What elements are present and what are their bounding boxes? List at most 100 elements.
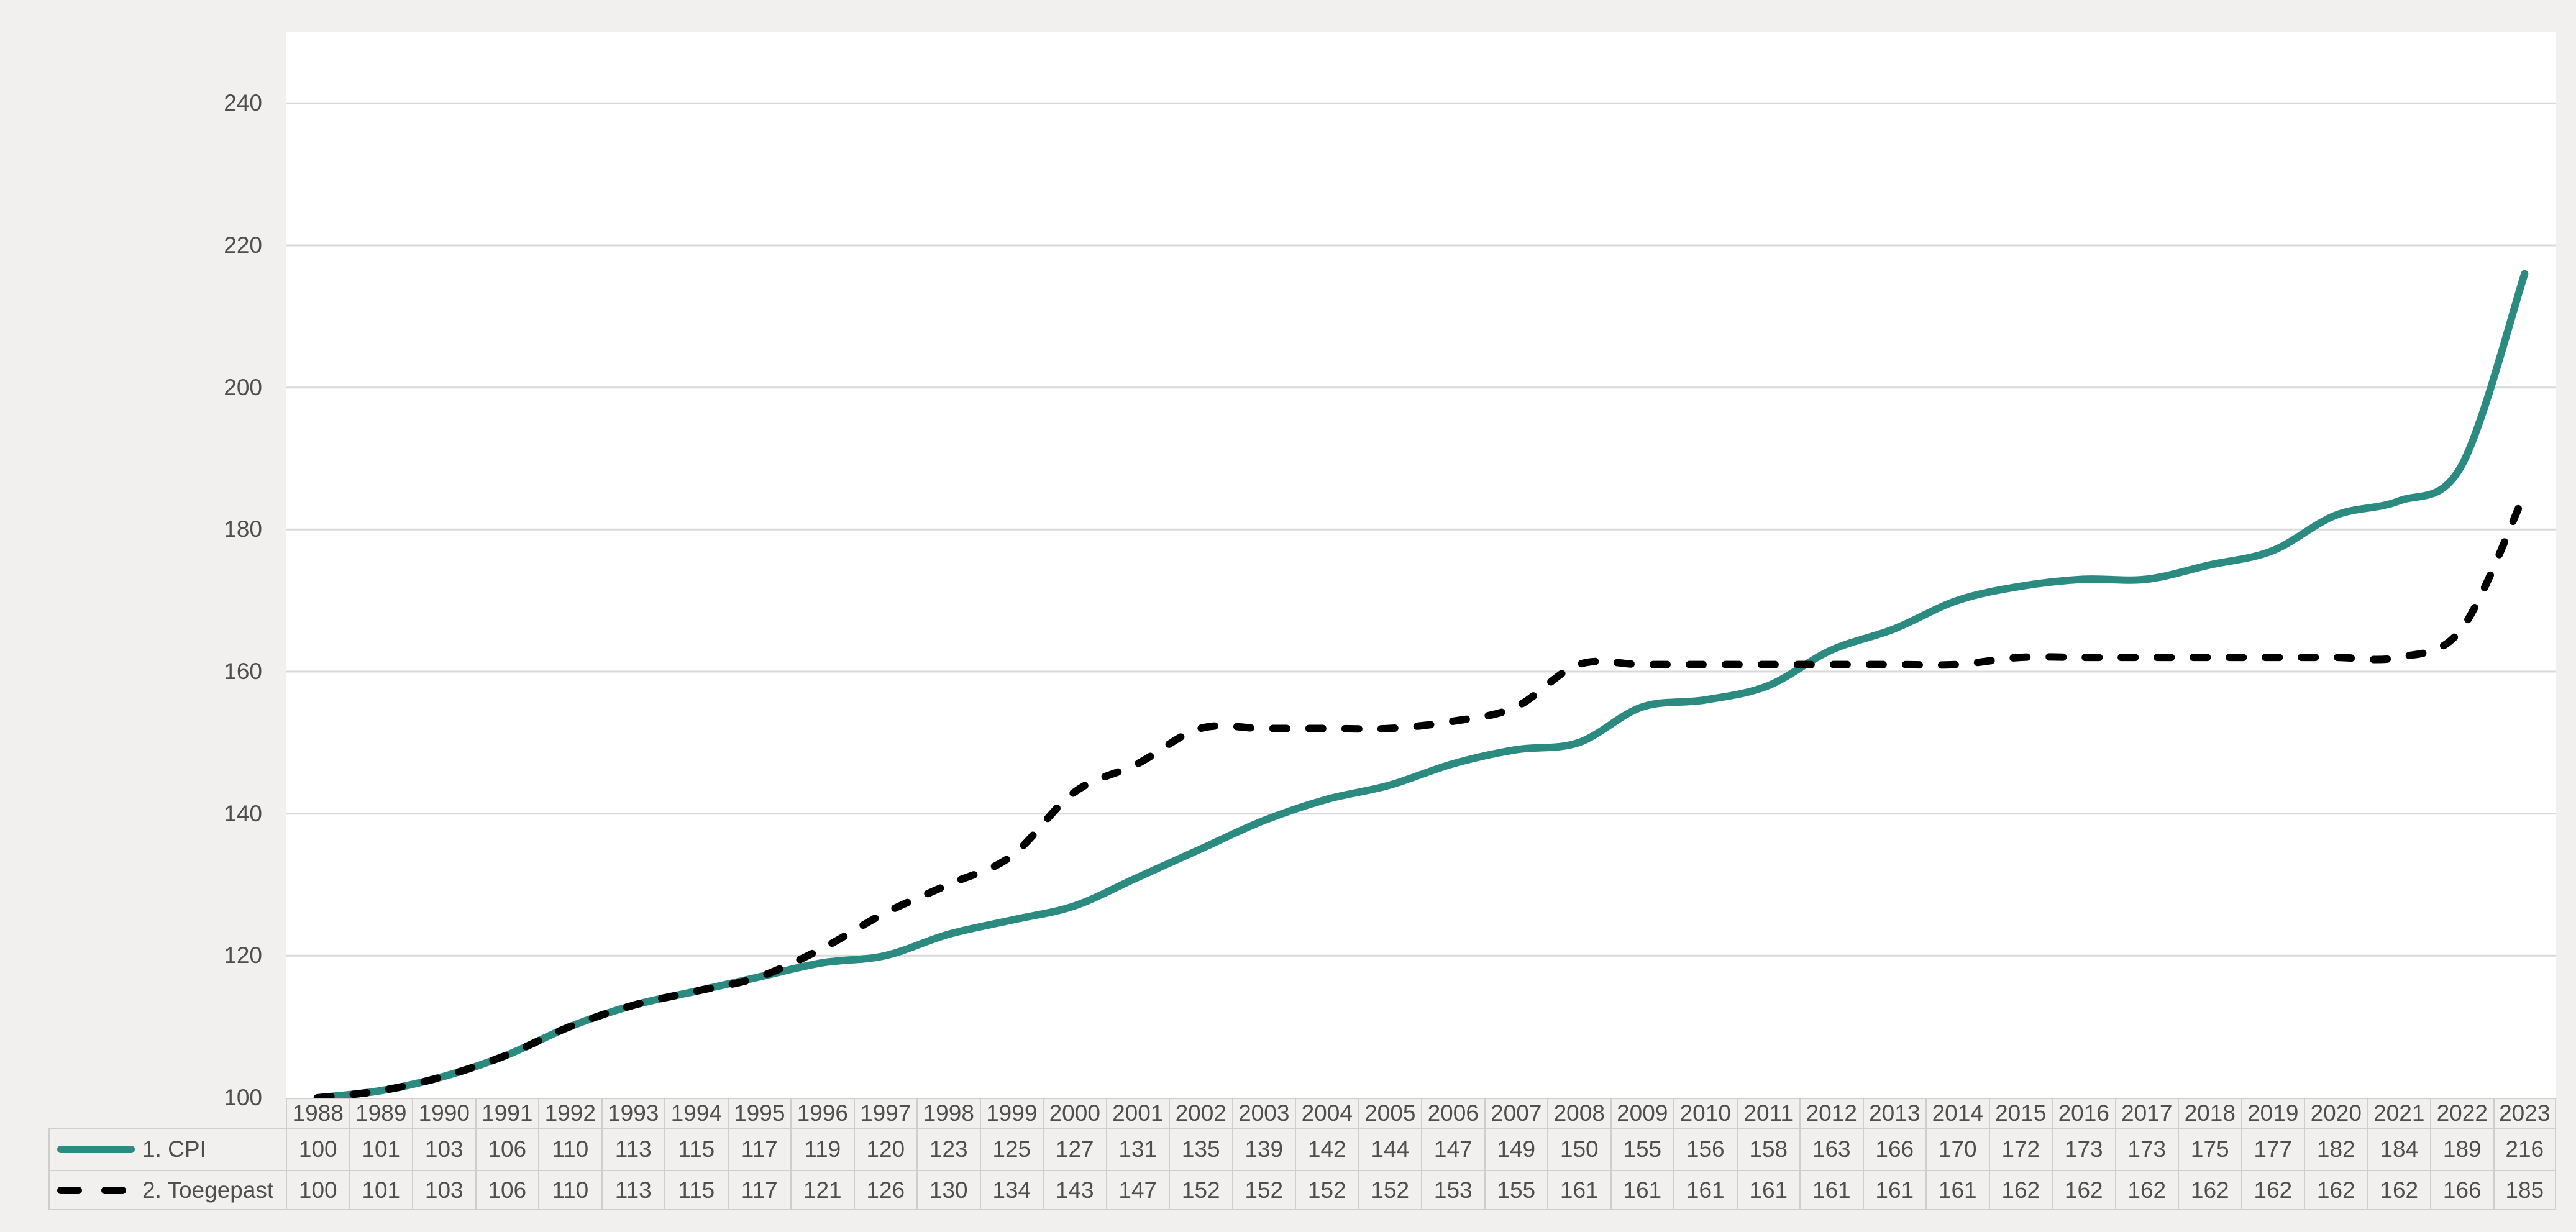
legend-label: 1. CPI bbox=[142, 1136, 206, 1162]
value-cell: 103 bbox=[412, 1171, 475, 1209]
value-cell: 189 bbox=[2430, 1129, 2493, 1170]
chart-plot-svg bbox=[286, 102, 2556, 1098]
value-cell: 149 bbox=[1484, 1129, 1548, 1170]
year-cell: 2000 bbox=[1043, 1099, 1106, 1128]
value-cell: 161 bbox=[1736, 1171, 1800, 1209]
y-axis-label: 240 bbox=[224, 90, 262, 116]
value-cell: 182 bbox=[2304, 1129, 2367, 1170]
value-cell: 162 bbox=[2304, 1171, 2367, 1209]
data-table-toegepast-row: 2. Toegepast 100 101 103 106 110 113 115 117 121 1… bbox=[48, 1170, 2556, 1210]
value-cell: 117 bbox=[727, 1171, 791, 1209]
legend-item-toegepast: 2. Toegepast bbox=[48, 1171, 286, 1209]
value-cell: 119 bbox=[790, 1129, 854, 1170]
value-cell: 156 bbox=[1673, 1129, 1737, 1170]
year-cell: 2015 bbox=[1988, 1099, 2052, 1128]
value-cell: 142 bbox=[1295, 1129, 1358, 1170]
value-cell: 115 bbox=[664, 1171, 728, 1209]
year-cell: 2019 bbox=[2240, 1099, 2304, 1128]
value-cell: 130 bbox=[916, 1171, 980, 1209]
value-cell: 150 bbox=[1547, 1129, 1610, 1170]
year-cell: 1997 bbox=[853, 1099, 917, 1128]
value-cell: 155 bbox=[1484, 1171, 1548, 1209]
value-cell: 161 bbox=[1673, 1171, 1737, 1209]
year-cell: 2023 bbox=[2493, 1099, 2556, 1128]
year-cell: 2010 bbox=[1673, 1099, 1737, 1128]
value-cell: 161 bbox=[1610, 1171, 1674, 1209]
value-cell: 113 bbox=[601, 1129, 665, 1170]
year-cell: 2020 bbox=[2304, 1099, 2367, 1128]
year-cell: 2011 bbox=[1736, 1099, 1800, 1128]
plot-area bbox=[286, 32, 2556, 1098]
value-cell: 185 bbox=[2493, 1171, 2556, 1209]
value-cell: 216 bbox=[2493, 1129, 2556, 1170]
year-cell: 2005 bbox=[1358, 1099, 1422, 1128]
toegepast-line bbox=[313, 490, 2529, 1098]
year-cell: 2018 bbox=[2178, 1099, 2241, 1128]
year-cell: 2003 bbox=[1231, 1099, 1295, 1128]
year-cell: 2001 bbox=[1105, 1099, 1169, 1128]
y-axis-label: 120 bbox=[224, 942, 262, 969]
value-cell: 147 bbox=[1105, 1171, 1169, 1209]
value-cell: 125 bbox=[979, 1129, 1043, 1170]
y-axis-label: 100 bbox=[224, 1085, 262, 1110]
year-cell: 2014 bbox=[1925, 1099, 1989, 1128]
year-cell: 1992 bbox=[538, 1099, 601, 1128]
data-table-cpi-row: 1. CPI 100 101 103 106 110 113 115 117 119 120 123 1… bbox=[48, 1128, 2556, 1170]
value-cell: 153 bbox=[1421, 1171, 1484, 1209]
value-cell: 162 bbox=[1988, 1171, 2052, 1209]
value-cell: 152 bbox=[1231, 1171, 1295, 1209]
year-cell: 1990 bbox=[412, 1099, 475, 1128]
value-cell: 170 bbox=[1925, 1129, 1989, 1170]
value-cell: 162 bbox=[2114, 1171, 2178, 1209]
value-cell: 152 bbox=[1295, 1171, 1358, 1209]
value-cell: 162 bbox=[2178, 1171, 2241, 1209]
year-cell: 2008 bbox=[1547, 1099, 1610, 1128]
y-axis-label: 200 bbox=[224, 374, 262, 400]
year-cell: 1994 bbox=[664, 1099, 728, 1128]
year-cell: 2013 bbox=[1862, 1099, 1926, 1128]
value-cell: 184 bbox=[2367, 1129, 2431, 1170]
value-cell: 163 bbox=[1799, 1129, 1863, 1170]
year-cell: 1996 bbox=[790, 1099, 854, 1128]
value-cell: 100 bbox=[286, 1129, 349, 1170]
legend-label: 2. Toegepast bbox=[142, 1177, 274, 1203]
year-cell: 1998 bbox=[916, 1099, 980, 1128]
value-cell: 166 bbox=[2430, 1171, 2493, 1209]
value-cell: 152 bbox=[1358, 1171, 1422, 1209]
value-cell: 144 bbox=[1358, 1129, 1422, 1170]
year-cell: 2021 bbox=[2367, 1099, 2431, 1128]
year-cell: 2009 bbox=[1610, 1099, 1674, 1128]
value-cell: 147 bbox=[1421, 1129, 1484, 1170]
value-cell: 101 bbox=[349, 1129, 413, 1170]
year-cell: 1993 bbox=[601, 1099, 665, 1128]
value-cell: 127 bbox=[1043, 1129, 1106, 1170]
year-cell: 1991 bbox=[475, 1099, 539, 1128]
value-cell: 162 bbox=[2052, 1171, 2115, 1209]
year-cell: 2017 bbox=[2114, 1099, 2178, 1128]
cpi-line bbox=[313, 270, 2529, 1098]
value-cell: 161 bbox=[1547, 1171, 1610, 1209]
y-axis-label: 140 bbox=[224, 800, 262, 826]
value-cell: 117 bbox=[727, 1129, 791, 1170]
y-axis-label: 220 bbox=[224, 232, 262, 258]
value-cell: 173 bbox=[2114, 1129, 2178, 1170]
value-cell: 152 bbox=[1169, 1171, 1232, 1209]
year-cell: 2022 bbox=[2430, 1099, 2493, 1128]
value-cell: 115 bbox=[664, 1129, 728, 1170]
value-cell: 101 bbox=[349, 1171, 413, 1209]
value-cell: 158 bbox=[1736, 1129, 1800, 1170]
value-cell: 113 bbox=[601, 1171, 665, 1209]
year-cell: 2002 bbox=[1169, 1099, 1232, 1128]
value-cell: 162 bbox=[2367, 1171, 2431, 1209]
year-cell: 1995 bbox=[727, 1099, 791, 1128]
value-cell: 173 bbox=[2052, 1129, 2115, 1170]
value-cell: 103 bbox=[412, 1129, 475, 1170]
value-cell: 131 bbox=[1105, 1129, 1169, 1170]
y-axis-label: 160 bbox=[224, 659, 262, 684]
value-cell: 162 bbox=[2240, 1171, 2304, 1209]
value-cell: 121 bbox=[790, 1171, 854, 1209]
value-cell: 135 bbox=[1169, 1129, 1232, 1170]
value-cell: 126 bbox=[853, 1171, 917, 1209]
value-cell: 161 bbox=[1925, 1171, 1989, 1209]
year-cell: 2006 bbox=[1421, 1099, 1484, 1128]
